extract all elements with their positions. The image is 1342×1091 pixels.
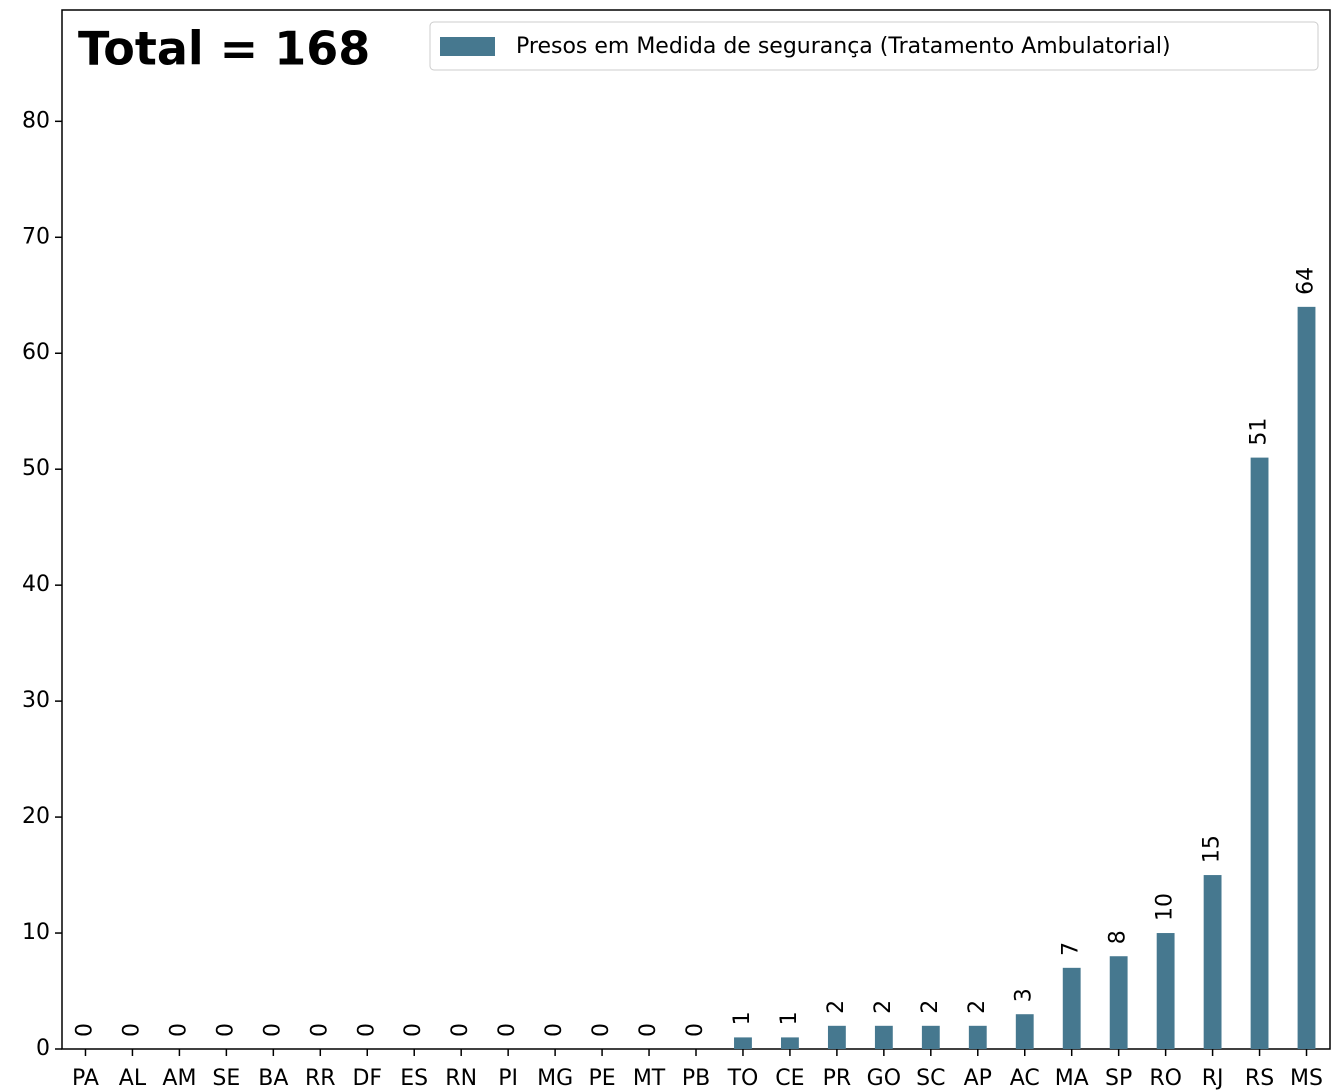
value-label: 8 (1106, 930, 1131, 944)
x-tick-label: MS (1290, 1066, 1323, 1091)
x-tick-label: PA (72, 1066, 99, 1091)
legend-swatch (440, 37, 495, 56)
x-tick-label: GO (867, 1066, 901, 1091)
value-label: 0 (495, 1023, 520, 1037)
value-label: 1 (777, 1011, 802, 1025)
bar (1156, 933, 1175, 1049)
value-label: 2 (824, 1000, 849, 1014)
value-label: 3 (1012, 988, 1037, 1002)
legend-label: Presos em Medida de segurança (Tratament… (516, 34, 1171, 59)
value-label: 15 (1200, 835, 1225, 863)
x-tick-label: RJ (1202, 1066, 1224, 1091)
x-tick-label: PB (682, 1066, 710, 1091)
value-label: 0 (401, 1023, 426, 1037)
value-label: 0 (354, 1023, 379, 1037)
value-label: 0 (589, 1023, 614, 1037)
legend: Presos em Medida de segurança (Tratament… (429, 21, 1319, 71)
x-tick-label: RS (1245, 1066, 1274, 1091)
value-label: 0 (72, 1023, 97, 1037)
y-tick-label: 70 (22, 224, 50, 249)
x-tick-label: BA (258, 1066, 288, 1091)
value-label: 51 (1247, 418, 1272, 446)
x-tick-label: RN (445, 1066, 477, 1091)
value-label: 0 (683, 1023, 708, 1037)
bar (781, 1037, 799, 1049)
bar (1203, 875, 1222, 1049)
value-label: 2 (965, 1000, 990, 1014)
value-label: 1 (730, 1011, 755, 1025)
bar (1109, 956, 1128, 1049)
x-tick-label: PI (498, 1066, 518, 1091)
y-tick-label: 80 (22, 108, 50, 133)
value-label: 2 (871, 1000, 896, 1014)
x-tick-label: RR (305, 1066, 336, 1091)
x-tick-label: CE (775, 1066, 804, 1091)
y-tick-label: 20 (22, 804, 50, 829)
value-label: 7 (1059, 942, 1084, 956)
bar (1297, 306, 1316, 1049)
bar (874, 1025, 893, 1049)
x-tick-label: DF (352, 1066, 382, 1091)
value-label: 0 (119, 1023, 144, 1037)
value-label: 0 (542, 1023, 567, 1037)
value-label: 2 (918, 1000, 943, 1014)
x-tick-label: ES (400, 1066, 428, 1091)
bar (1062, 967, 1081, 1049)
value-label: 0 (213, 1023, 238, 1037)
annotation: Total = 168 (78, 22, 370, 76)
x-tick-label: SE (212, 1066, 240, 1091)
x-tick-label: PE (588, 1066, 615, 1091)
y-tick-label: 30 (22, 688, 50, 713)
y-tick-label: 10 (22, 920, 50, 945)
y-tick-label: 50 (22, 456, 50, 481)
value-label: 10 (1153, 893, 1178, 921)
bar (1015, 1014, 1034, 1049)
x-tick-label: AL (119, 1066, 147, 1091)
x-tick-label: PR (823, 1066, 852, 1091)
value-label: 0 (260, 1023, 285, 1037)
x-tick-label: MG (537, 1066, 573, 1091)
x-tick-label: AM (162, 1066, 196, 1091)
x-tick-label: AC (1010, 1066, 1040, 1091)
value-label: 0 (166, 1023, 191, 1037)
bar (968, 1025, 987, 1049)
plot-frame (61, 9, 1331, 1050)
bar (827, 1025, 846, 1049)
bar (734, 1037, 752, 1049)
x-tick-label: RO (1149, 1066, 1182, 1091)
x-tick-label: SP (1105, 1066, 1132, 1091)
value-label: 0 (307, 1023, 332, 1037)
y-tick-label: 40 (22, 572, 50, 597)
value-label: 0 (636, 1023, 661, 1037)
x-tick-label: MT (633, 1066, 666, 1091)
legend-box (429, 21, 1319, 71)
y-tick-label: 0 (36, 1036, 50, 1061)
x-tick-label: AP (964, 1066, 992, 1091)
bar (1250, 457, 1269, 1049)
value-label: 64 (1294, 267, 1319, 295)
x-tick-label: SC (916, 1066, 945, 1091)
value-label: 0 (448, 1023, 473, 1037)
x-tick-label: MA (1055, 1066, 1089, 1091)
y-tick-label: 60 (22, 340, 50, 365)
bar (921, 1025, 940, 1049)
x-tick-label: TO (727, 1066, 759, 1091)
